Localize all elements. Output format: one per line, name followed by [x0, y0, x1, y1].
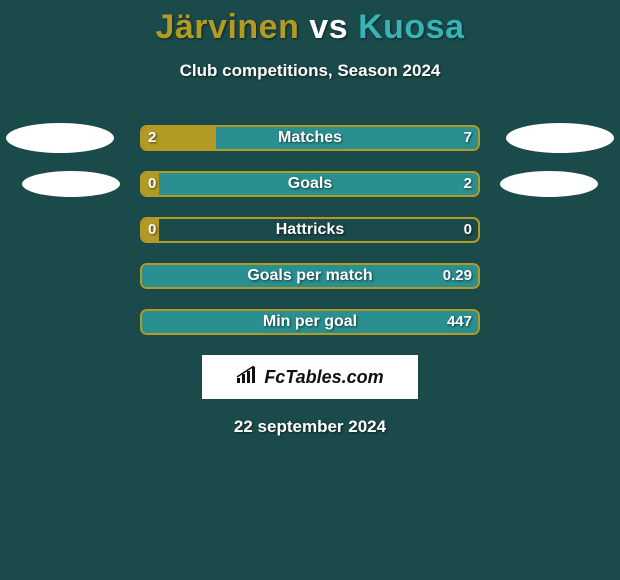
bar-fill-p2: [142, 265, 478, 287]
bar-fill-p1: [142, 173, 159, 195]
bar-fill-p2: [216, 127, 478, 149]
player2-name: Kuosa: [358, 8, 464, 46]
brand-text: FcTables.com: [264, 367, 383, 388]
date-text: 22 september 2024: [0, 417, 620, 437]
stat-row: Goals02: [0, 171, 620, 197]
bar-fill-p1: [142, 219, 159, 241]
stat-bar: [140, 171, 480, 197]
player-marker-icon: [500, 171, 598, 197]
stat-row: Matches27: [0, 125, 620, 151]
stat-row: Min per goal447: [0, 309, 620, 335]
stat-bar: [140, 263, 480, 289]
bar-chart-icon: [236, 366, 258, 389]
stat-row: Hattricks00: [0, 217, 620, 243]
player1-name: Järvinen: [155, 8, 299, 46]
stat-bar: [140, 125, 480, 151]
comparison-card: Järvinen vs Kuosa Club competitions, Sea…: [0, 0, 620, 580]
player-marker-icon: [6, 123, 114, 153]
stats-rows: Matches27 Goals02 Hattricks00 Goals per mat…: [0, 125, 620, 335]
stat-bar: [140, 217, 480, 243]
player-marker-icon: [506, 123, 614, 153]
bar-fill-p1: [142, 127, 216, 149]
stat-bar: [140, 309, 480, 335]
bar-fill-p2: [159, 173, 478, 195]
brand-box: FcTables.com: [202, 355, 418, 399]
player-marker-icon: [22, 171, 120, 197]
page-title: Järvinen vs Kuosa: [0, 0, 620, 47]
bar-fill-p2: [142, 311, 478, 333]
stat-row: Goals per match0.29: [0, 263, 620, 289]
vs-text: vs: [309, 8, 348, 46]
subtitle: Club competitions, Season 2024: [0, 61, 620, 81]
